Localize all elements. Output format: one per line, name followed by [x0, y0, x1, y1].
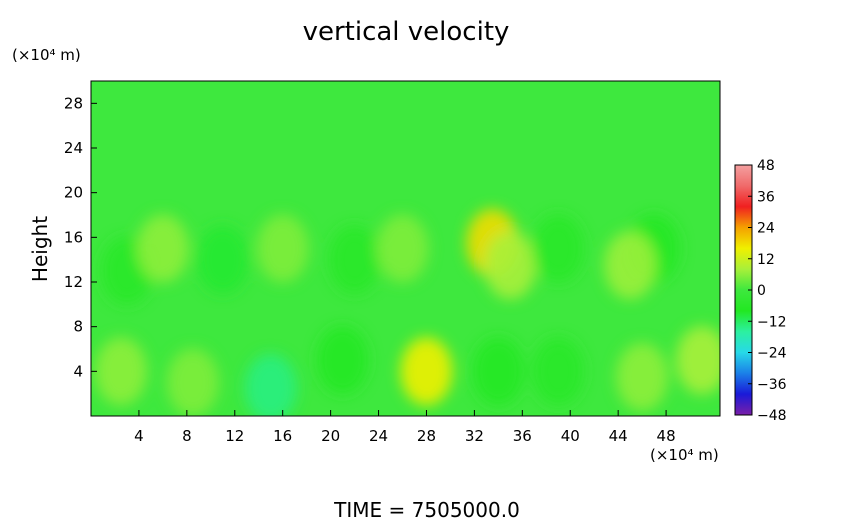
y-tick-label: 8: [73, 318, 83, 336]
velocity-anomaly: [472, 337, 525, 406]
velocity-anomaly: [616, 342, 669, 411]
colorbar-tick-label: −48: [757, 408, 787, 424]
x-tick-label: 16: [273, 427, 292, 445]
x-axis: 4 8 12 16 20 24 28 32 36 40 44 48: [134, 410, 676, 445]
velocity-anomaly: [484, 231, 537, 300]
colorbar-tick-label: 0: [757, 283, 766, 299]
x-tick-label: 32: [465, 427, 484, 445]
velocity-anomaly: [94, 337, 147, 406]
y-tick-label: 4: [73, 362, 83, 380]
y-tick-label: 16: [64, 228, 83, 246]
velocity-anomaly: [604, 231, 657, 300]
velocity-anomaly: [136, 214, 189, 283]
colorbar-tick-label: −36: [757, 377, 787, 393]
velocity-field: [94, 208, 720, 416]
x-tick-label: 4: [134, 427, 144, 445]
y-tick-label: 20: [64, 184, 83, 202]
y-tick-label: 28: [64, 94, 83, 112]
x-tick-label: 8: [182, 427, 192, 445]
x-tick-label: 40: [561, 427, 580, 445]
velocity-anomaly: [196, 225, 249, 294]
colorbar-ticks: 48 36 24 12 0 −12 −24 −36 −48: [748, 158, 787, 424]
x-tick-label: 36: [513, 427, 532, 445]
y-unit-label: (×10⁴ m): [12, 46, 81, 64]
x-tick-label: 12: [225, 427, 244, 445]
velocity-anomaly: [400, 337, 453, 406]
y-tick-label: 12: [64, 273, 83, 291]
x-tick-label: 20: [321, 427, 340, 445]
y-axis: 4 8 12 16 20 24 28: [64, 94, 97, 380]
x-tick-label: 24: [369, 427, 388, 445]
x-unit-label: (×10⁴ m): [650, 446, 719, 464]
y-axis-label: Height: [28, 216, 52, 282]
colorbar-tick-label: 36: [757, 189, 775, 205]
y-tick-label: 24: [64, 139, 83, 157]
x-tick-label: 44: [609, 427, 628, 445]
plot-area: [90, 80, 721, 417]
colorbar-tick-label: 12: [757, 252, 775, 268]
velocity-anomaly: [244, 354, 297, 416]
colorbar-tick-label: 24: [757, 221, 775, 237]
colorbar-tick-label: 48: [757, 158, 775, 174]
velocity-anomaly: [316, 326, 369, 395]
plot-frame: [90, 80, 721, 417]
velocity-anomaly: [676, 326, 720, 395]
colorbar: 48 36 24 12 0 −12 −24 −36 −48: [734, 158, 787, 424]
x-tick-label: 28: [417, 427, 436, 445]
velocity-anomaly: [532, 337, 585, 406]
colorbar-tick-label: −12: [757, 314, 787, 330]
x-tick-label: 48: [657, 427, 676, 445]
chart-title: vertical velocity: [303, 17, 510, 47]
velocity-anomaly: [532, 214, 585, 283]
velocity-anomaly: [328, 225, 381, 294]
velocity-anomaly: [166, 348, 219, 416]
velocity-anomaly: [256, 214, 309, 283]
time-footer: TIME = 7505000.0: [333, 498, 520, 519]
colorbar-tick-label: −24: [757, 346, 787, 362]
velocity-anomaly: [376, 214, 429, 283]
